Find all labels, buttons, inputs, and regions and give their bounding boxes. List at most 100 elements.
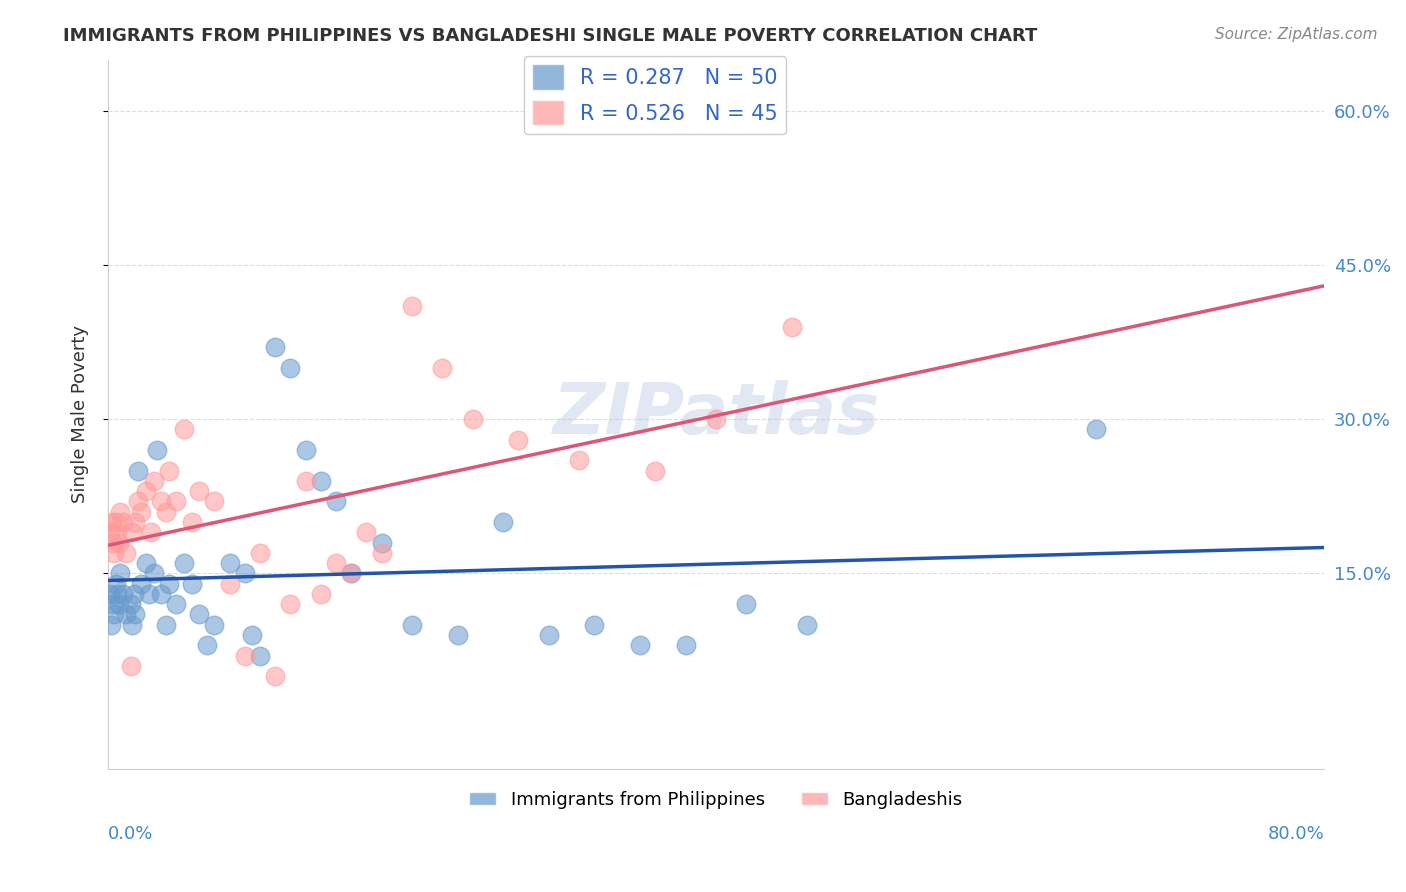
Point — [242, 628, 264, 642]
Point — [264, 340, 287, 354]
Point — [131, 576, 153, 591]
Text: ZIPatlas: ZIPatlas — [553, 380, 880, 449]
Point — [294, 474, 316, 488]
Point — [120, 597, 142, 611]
Point — [325, 494, 347, 508]
Point — [150, 587, 173, 601]
Point — [107, 535, 129, 549]
Point — [155, 617, 177, 632]
Point — [508, 433, 530, 447]
Point — [121, 617, 143, 632]
Point — [121, 525, 143, 540]
Point — [233, 648, 256, 663]
Point — [105, 587, 128, 601]
Point — [104, 576, 127, 591]
Point — [325, 556, 347, 570]
Point — [138, 587, 160, 601]
Point — [165, 597, 187, 611]
Point — [280, 597, 302, 611]
Point — [628, 638, 651, 652]
Point — [233, 566, 256, 581]
Point — [124, 515, 146, 529]
Point — [249, 546, 271, 560]
Point — [115, 607, 138, 622]
Point — [446, 628, 468, 642]
Point — [150, 494, 173, 508]
Point — [157, 464, 180, 478]
Point — [127, 494, 149, 508]
Point — [98, 525, 121, 540]
Point — [309, 474, 332, 488]
Point — [280, 360, 302, 375]
Text: 80.0%: 80.0% — [1267, 825, 1324, 843]
Point — [173, 556, 195, 570]
Point — [142, 474, 165, 488]
Point — [165, 494, 187, 508]
Point — [370, 535, 392, 549]
Point — [145, 443, 167, 458]
Point — [122, 587, 145, 601]
Text: 0.0%: 0.0% — [108, 825, 153, 843]
Point — [157, 576, 180, 591]
Point — [135, 556, 157, 570]
Point — [104, 515, 127, 529]
Point — [127, 464, 149, 478]
Point — [202, 617, 225, 632]
Point — [309, 587, 332, 601]
Legend: Immigrants from Philippines, Bangladeshis: Immigrants from Philippines, Bangladeshi… — [463, 784, 970, 816]
Point — [103, 546, 125, 560]
Point — [98, 587, 121, 601]
Point — [461, 412, 484, 426]
Point — [1085, 423, 1108, 437]
Point — [188, 484, 211, 499]
Point — [108, 566, 131, 581]
Point — [180, 576, 202, 591]
Point — [120, 658, 142, 673]
Point — [202, 494, 225, 508]
Point — [780, 319, 803, 334]
Point — [112, 587, 135, 601]
Point — [340, 566, 363, 581]
Point — [100, 617, 122, 632]
Point — [401, 617, 423, 632]
Point — [131, 505, 153, 519]
Point — [356, 525, 378, 540]
Point — [180, 515, 202, 529]
Point — [124, 607, 146, 622]
Point — [675, 638, 697, 652]
Point — [340, 566, 363, 581]
Point — [142, 566, 165, 581]
Point — [135, 484, 157, 499]
Point — [249, 648, 271, 663]
Point — [155, 505, 177, 519]
Point — [107, 597, 129, 611]
Point — [139, 525, 162, 540]
Point — [537, 628, 560, 642]
Point — [644, 464, 666, 478]
Point — [101, 535, 124, 549]
Point — [195, 638, 218, 652]
Text: IMMIGRANTS FROM PHILIPPINES VS BANGLADESHI SINGLE MALE POVERTY CORRELATION CHART: IMMIGRANTS FROM PHILIPPINES VS BANGLADES… — [63, 27, 1038, 45]
Point — [401, 299, 423, 313]
Point — [105, 525, 128, 540]
Point — [264, 669, 287, 683]
Point — [100, 515, 122, 529]
Point — [108, 505, 131, 519]
Point — [735, 597, 758, 611]
Y-axis label: Single Male Poverty: Single Male Poverty — [72, 325, 89, 503]
Point — [568, 453, 591, 467]
Point — [583, 617, 606, 632]
Point — [173, 423, 195, 437]
Point — [101, 597, 124, 611]
Point — [103, 607, 125, 622]
Point — [492, 515, 515, 529]
Point — [218, 556, 240, 570]
Point — [796, 617, 818, 632]
Point — [294, 443, 316, 458]
Point — [704, 412, 727, 426]
Text: Source: ZipAtlas.com: Source: ZipAtlas.com — [1215, 27, 1378, 42]
Point — [218, 576, 240, 591]
Point — [432, 360, 454, 375]
Point — [188, 607, 211, 622]
Point — [370, 546, 392, 560]
